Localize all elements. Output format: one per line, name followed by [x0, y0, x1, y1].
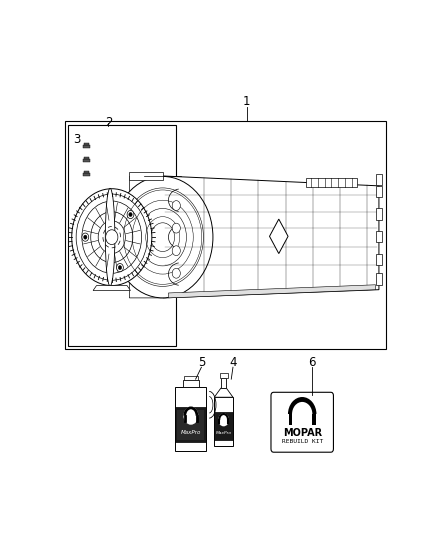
Polygon shape	[169, 285, 375, 298]
Bar	[219, 373, 228, 378]
Polygon shape	[130, 176, 163, 298]
Bar	[65, 122, 386, 349]
Bar	[67, 125, 176, 346]
Bar	[184, 376, 198, 381]
Circle shape	[218, 413, 229, 426]
Bar	[287, 414, 317, 449]
Bar	[221, 378, 226, 388]
Circle shape	[82, 233, 88, 241]
Bar	[84, 157, 88, 159]
Ellipse shape	[105, 188, 115, 286]
Bar	[289, 414, 292, 424]
Circle shape	[84, 235, 87, 239]
Circle shape	[91, 212, 133, 263]
Bar	[183, 381, 199, 387]
Bar	[214, 411, 233, 440]
Bar	[130, 172, 163, 180]
Bar	[84, 171, 88, 173]
Bar	[375, 174, 382, 185]
Circle shape	[98, 221, 125, 254]
Circle shape	[113, 176, 213, 298]
Circle shape	[172, 223, 180, 233]
Text: 5: 5	[198, 356, 205, 369]
Circle shape	[172, 200, 180, 211]
Circle shape	[106, 230, 118, 245]
Circle shape	[82, 201, 141, 273]
Circle shape	[127, 211, 134, 219]
Bar	[306, 178, 357, 187]
Text: REBUILD KIT: REBUILD KIT	[282, 439, 323, 444]
Text: 6: 6	[308, 356, 316, 369]
Circle shape	[139, 208, 187, 266]
Circle shape	[151, 223, 175, 252]
Bar	[84, 143, 88, 145]
Text: 1: 1	[243, 95, 250, 108]
Bar	[175, 387, 206, 450]
Text: MaxPro: MaxPro	[215, 431, 232, 435]
Bar	[83, 159, 90, 161]
Circle shape	[172, 246, 180, 256]
Polygon shape	[93, 286, 131, 290]
Text: MOPAR: MOPAR	[283, 428, 322, 438]
Bar	[175, 407, 206, 442]
Polygon shape	[163, 176, 379, 298]
Text: 2: 2	[105, 116, 112, 129]
Text: 4: 4	[229, 356, 237, 369]
Circle shape	[129, 213, 132, 216]
Circle shape	[118, 265, 122, 270]
Circle shape	[184, 407, 198, 425]
Bar	[375, 273, 382, 285]
Circle shape	[122, 188, 203, 286]
Bar	[375, 254, 382, 265]
Circle shape	[76, 194, 148, 280]
Circle shape	[72, 189, 152, 286]
Bar	[375, 186, 382, 197]
Text: 3: 3	[73, 133, 81, 147]
Circle shape	[172, 268, 180, 278]
Circle shape	[292, 402, 312, 426]
Bar	[375, 231, 382, 243]
Bar	[83, 145, 90, 148]
Bar	[177, 409, 205, 440]
Bar	[214, 397, 233, 447]
Bar	[375, 208, 382, 220]
Bar	[83, 173, 90, 175]
Polygon shape	[214, 388, 233, 397]
Circle shape	[288, 397, 317, 432]
Polygon shape	[269, 219, 288, 254]
FancyBboxPatch shape	[271, 392, 333, 452]
Text: MaxPro: MaxPro	[181, 431, 201, 435]
Bar	[312, 414, 316, 424]
Circle shape	[117, 263, 124, 272]
